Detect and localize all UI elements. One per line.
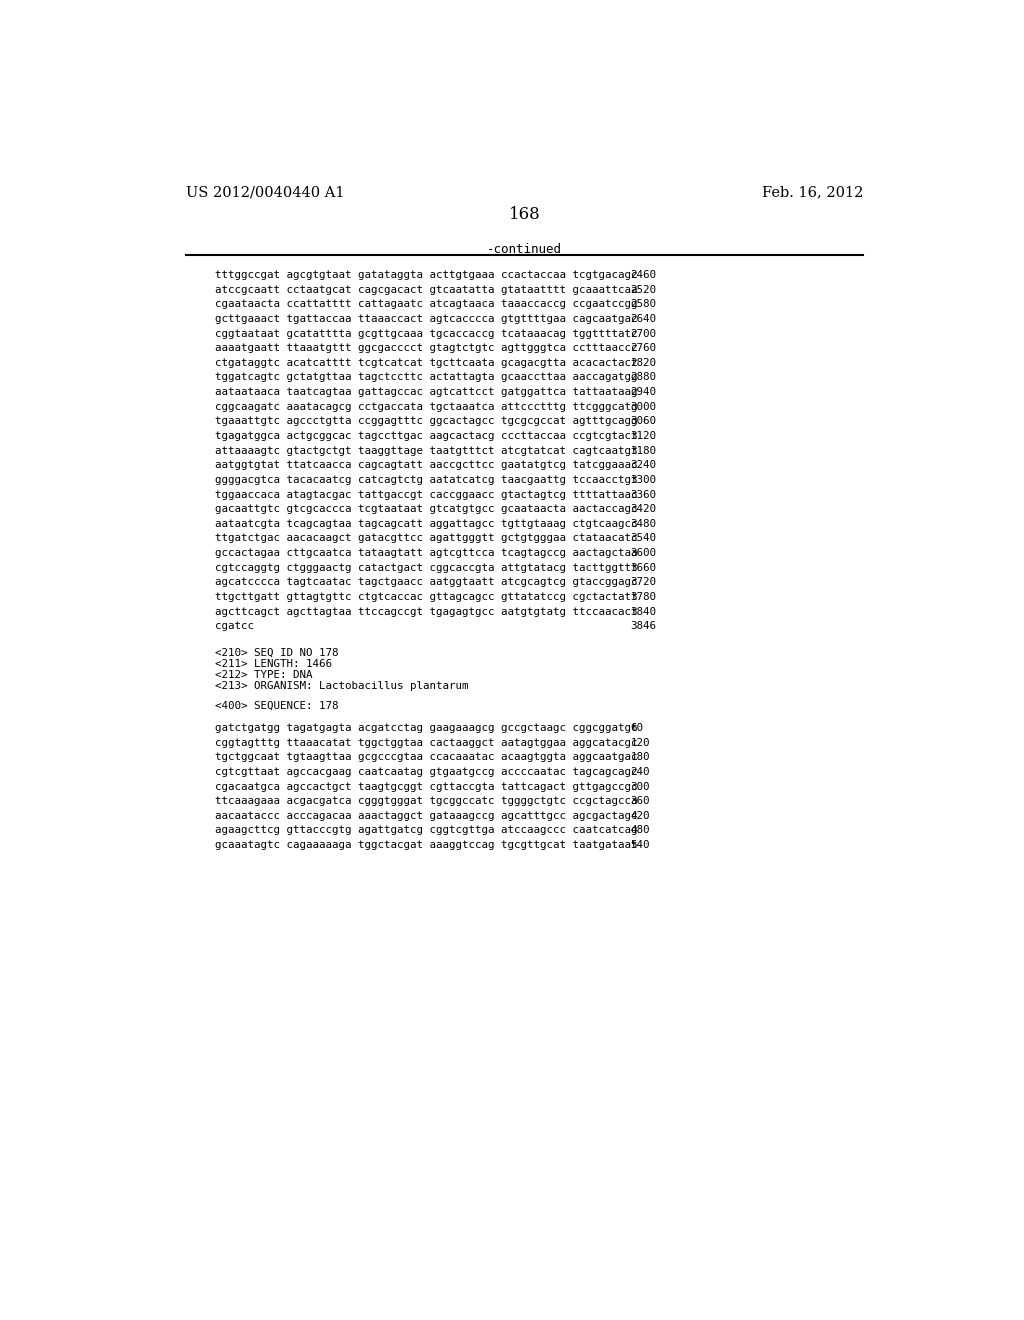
Text: 2520: 2520 — [630, 285, 656, 294]
Text: aataataaca taatcagtaa gattagccac agtcattcct gatggattca tattaataag: aataataaca taatcagtaa gattagccac agtcatt… — [215, 387, 637, 397]
Text: 540: 540 — [630, 840, 649, 850]
Text: -continued: -continued — [487, 243, 562, 256]
Text: agcttcagct agcttagtaa ttccagccgt tgagagtgcc aatgtgtatg ttccaacact: agcttcagct agcttagtaa ttccagccgt tgagagt… — [215, 607, 637, 616]
Text: 3780: 3780 — [630, 591, 656, 602]
Text: agaagcttcg gttacccgtg agattgatcg cggtcgttga atccaagccc caatcatcag: agaagcttcg gttacccgtg agattgatcg cggtcgt… — [215, 825, 637, 836]
Text: cgacaatgca agccactgct taagtgcggt cgttaccgta tattcagact gttgagccgc: cgacaatgca agccactgct taagtgcggt cgttacc… — [215, 781, 637, 792]
Text: US 2012/0040440 A1: US 2012/0040440 A1 — [186, 185, 345, 199]
Text: cgtccaggtg ctgggaactg catactgact cggcaccgta attgtatacg tacttggttt: cgtccaggtg ctgggaactg catactgact cggcacc… — [215, 562, 637, 573]
Text: attaaaagtc gtactgctgt taaggttage taatgtttct atcgtatcat cagtcaatgt: attaaaagtc gtactgctgt taaggttage taatgtt… — [215, 446, 637, 455]
Text: <212> TYPE: DNA: <212> TYPE: DNA — [215, 669, 312, 680]
Text: aatggtgtat ttatcaacca cagcagtatt aaccgcttcc gaatatgtcg tatcggaaac: aatggtgtat ttatcaacca cagcagtatt aaccgct… — [215, 461, 637, 470]
Text: 3240: 3240 — [630, 461, 656, 470]
Text: 2820: 2820 — [630, 358, 656, 368]
Text: ttgcttgatt gttagtgttc ctgtcaccac gttagcagcc gttatatccg cgctactatt: ttgcttgatt gttagtgttc ctgtcaccac gttagca… — [215, 591, 637, 602]
Text: agcatcccca tagtcaatac tagctgaacc aatggtaatt atcgcagtcg gtaccggagc: agcatcccca tagtcaatac tagctgaacc aatggta… — [215, 577, 637, 587]
Text: 168: 168 — [509, 206, 541, 223]
Text: 3840: 3840 — [630, 607, 656, 616]
Text: 3540: 3540 — [630, 533, 656, 544]
Text: 3060: 3060 — [630, 416, 656, 426]
Text: 3360: 3360 — [630, 490, 656, 499]
Text: 2700: 2700 — [630, 329, 656, 338]
Text: 2580: 2580 — [630, 300, 656, 309]
Text: cgatcc: cgatcc — [215, 622, 254, 631]
Text: tgctggcaat tgtaagttaa gcgcccgtaa ccacaaatac acaagtggta aggcaatgac: tgctggcaat tgtaagttaa gcgcccgtaa ccacaaa… — [215, 752, 637, 763]
Text: tggatcagtc gctatgttaa tagctccttc actattagta gcaaccttaa aaccagatgg: tggatcagtc gctatgttaa tagctccttc actatta… — [215, 372, 637, 383]
Text: <210> SEQ ID NO 178: <210> SEQ ID NO 178 — [215, 648, 338, 657]
Text: cgaataacta ccattatttt cattagaatc atcagtaaca taaaccaccg ccgaatccgg: cgaataacta ccattatttt cattagaatc atcagta… — [215, 300, 637, 309]
Text: 300: 300 — [630, 781, 649, 792]
Text: 360: 360 — [630, 796, 649, 807]
Text: 120: 120 — [630, 738, 649, 747]
Text: aataatcgta tcagcagtaa tagcagcatt aggattagcc tgttgtaaag ctgtcaagcc: aataatcgta tcagcagtaa tagcagcatt aggatta… — [215, 519, 637, 529]
Text: aacaataccc acccagacaa aaactaggct gataaagccg agcatttgcc agcgactagc: aacaataccc acccagacaa aaactaggct gataaag… — [215, 810, 637, 821]
Text: ttgatctgac aacacaagct gatacgttcc agattgggtt gctgtgggaa ctataacatc: ttgatctgac aacacaagct gatacgttcc agattgg… — [215, 533, 637, 544]
Text: 2760: 2760 — [630, 343, 656, 354]
Text: ctgataggtc acatcatttt tcgtcatcat tgcttcaata gcagacgtta acacactact: ctgataggtc acatcatttt tcgtcatcat tgcttca… — [215, 358, 637, 368]
Text: <400> SEQUENCE: 178: <400> SEQUENCE: 178 — [215, 701, 338, 711]
Text: gatctgatgg tagatgagta acgatcctag gaagaaagcg gccgctaagc cggcggatgt: gatctgatgg tagatgagta acgatcctag gaagaaa… — [215, 723, 637, 733]
Text: 480: 480 — [630, 825, 649, 836]
Text: tgaaattgtc agccctgtta ccggagtttc ggcactagcc tgcgcgccat agtttgcagg: tgaaattgtc agccctgtta ccggagtttc ggcacta… — [215, 416, 637, 426]
Text: cggtagtttg ttaaacatat tggctggtaa cactaaggct aatagtggaa aggcatacgc: cggtagtttg ttaaacatat tggctggtaa cactaag… — [215, 738, 637, 747]
Text: tttggccgat agcgtgtaat gatataggta acttgtgaaa ccactaccaa tcgtgacagc: tttggccgat agcgtgtaat gatataggta acttgtg… — [215, 271, 637, 280]
Text: 240: 240 — [630, 767, 649, 777]
Text: 3846: 3846 — [630, 622, 656, 631]
Text: <211> LENGTH: 1466: <211> LENGTH: 1466 — [215, 659, 332, 669]
Text: gacaattgtc gtcgcaccca tcgtaataat gtcatgtgcc gcaataacta aactaccagc: gacaattgtc gtcgcaccca tcgtaataat gtcatgt… — [215, 504, 637, 513]
Text: 3600: 3600 — [630, 548, 656, 558]
Text: 2880: 2880 — [630, 372, 656, 383]
Text: 180: 180 — [630, 752, 649, 763]
Text: cggtaataat gcatatttta gcgttgcaaa tgcaccaccg tcataaacag tggttttatc: cggtaataat gcatatttta gcgttgcaaa tgcacca… — [215, 329, 637, 338]
Text: gcaaatagtc cagaaaaaga tggctacgat aaaggtccag tgcgttgcat taatgataat: gcaaatagtc cagaaaaaga tggctacgat aaaggtc… — [215, 840, 637, 850]
Text: 2640: 2640 — [630, 314, 656, 323]
Text: 60: 60 — [630, 723, 643, 733]
Text: ggggacgtca tacacaatcg catcagtctg aatatcatcg taacgaattg tccaacctgt: ggggacgtca tacacaatcg catcagtctg aatatca… — [215, 475, 637, 484]
Text: 3420: 3420 — [630, 504, 656, 513]
Text: 3120: 3120 — [630, 430, 656, 441]
Text: ttcaaagaaa acgacgatca cgggtgggat tgcggccatc tggggctgtc ccgctagcca: ttcaaagaaa acgacgatca cgggtgggat tgcggcc… — [215, 796, 637, 807]
Text: 3720: 3720 — [630, 577, 656, 587]
Text: tggaaccaca atagtacgac tattgaccgt caccggaacc gtactagtcg ttttattaac: tggaaccaca atagtacgac tattgaccgt caccgga… — [215, 490, 637, 499]
Text: 3000: 3000 — [630, 401, 656, 412]
Text: Feb. 16, 2012: Feb. 16, 2012 — [762, 185, 863, 199]
Text: 3480: 3480 — [630, 519, 656, 529]
Text: 2940: 2940 — [630, 387, 656, 397]
Text: gcttgaaact tgattaccaa ttaaaccact agtcacccca gtgttttgaa cagcaatgac: gcttgaaact tgattaccaa ttaaaccact agtcacc… — [215, 314, 637, 323]
Text: 3300: 3300 — [630, 475, 656, 484]
Text: 3180: 3180 — [630, 446, 656, 455]
Text: <213> ORGANISM: Lactobacillus plantarum: <213> ORGANISM: Lactobacillus plantarum — [215, 681, 468, 690]
Text: 3660: 3660 — [630, 562, 656, 573]
Text: cggcaagatc aaatacagcg cctgaccata tgctaaatca attccctttg ttcgggcatg: cggcaagatc aaatacagcg cctgaccata tgctaaa… — [215, 401, 637, 412]
Text: 420: 420 — [630, 810, 649, 821]
Text: gccactagaa cttgcaatca tataagtatt agtcgttcca tcagtagccg aactagctaa: gccactagaa cttgcaatca tataagtatt agtcgtt… — [215, 548, 637, 558]
Text: aaaatgaatt ttaaatgttt ggcgacccct gtagtctgtc agttgggtca cctttaaccc: aaaatgaatt ttaaatgttt ggcgacccct gtagtct… — [215, 343, 637, 354]
Text: cgtcgttaat agccacgaag caatcaatag gtgaatgccg accccaatac tagcagcagc: cgtcgttaat agccacgaag caatcaatag gtgaatg… — [215, 767, 637, 777]
Text: atccgcaatt cctaatgcat cagcgacact gtcaatatta gtataatttt gcaaattcaa: atccgcaatt cctaatgcat cagcgacact gtcaata… — [215, 285, 637, 294]
Text: tgagatggca actgcggcac tagccttgac aagcactacg cccttaccaa ccgtcgtact: tgagatggca actgcggcac tagccttgac aagcact… — [215, 430, 637, 441]
Text: 2460: 2460 — [630, 271, 656, 280]
